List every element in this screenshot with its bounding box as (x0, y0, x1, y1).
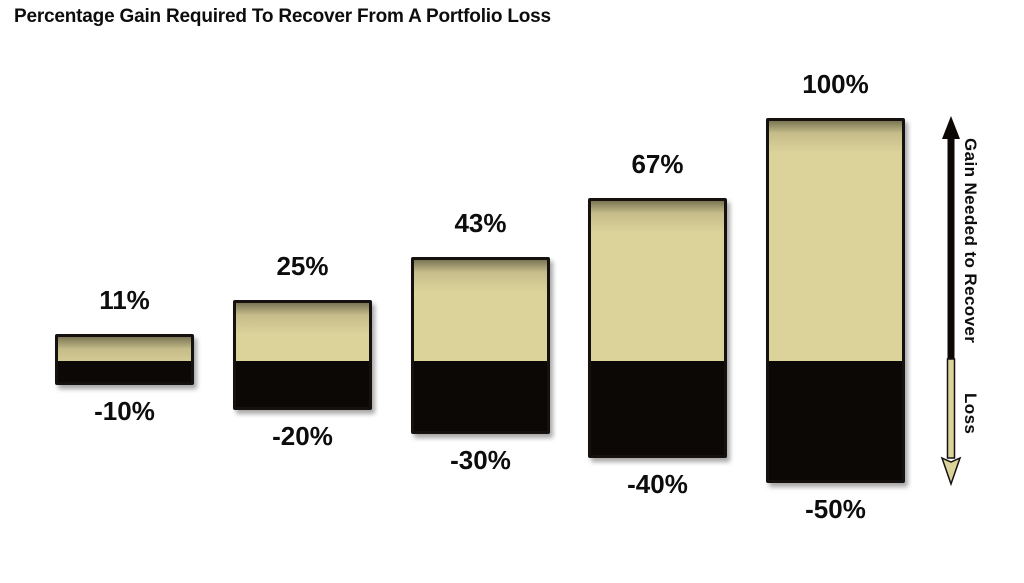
gain-value-label: 11% (99, 285, 150, 315)
loss-value-label: -30% (450, 445, 511, 475)
bar (411, 257, 550, 434)
bar (55, 334, 194, 385)
gain-value-label: 100% (802, 69, 869, 99)
loss-value-label: -50% (805, 494, 866, 524)
loss-segment (414, 361, 547, 431)
arrow-down-icon (940, 456, 962, 487)
loss-arrow-shaft (946, 358, 956, 459)
bar (766, 118, 905, 483)
gain-loss-axis-arrow (940, 116, 962, 487)
gain-axis-label: Gain Needed to Recover (961, 138, 980, 344)
gain-segment (58, 337, 191, 361)
gain-arrow-shaft (947, 135, 955, 359)
loss-segment (236, 361, 369, 407)
bar (588, 198, 727, 458)
loss-axis-label: Loss (961, 393, 980, 435)
gain-segment (591, 201, 724, 361)
gain-segment (769, 121, 902, 361)
arrow-up-icon (942, 116, 960, 139)
gain-value-label: 25% (276, 251, 329, 281)
loss-segment (769, 361, 902, 480)
gain-segment (236, 303, 369, 361)
loss-value-label: -40% (627, 469, 688, 499)
chart-title: Percentage Gain Required To Recover From… (14, 6, 551, 27)
gain-segment (414, 260, 547, 361)
loss-value-label: -20% (272, 421, 333, 451)
loss-segment (591, 361, 724, 455)
loss-value-label: -10% (94, 396, 155, 426)
gain-value-label: 43% (454, 208, 507, 238)
gain-value-label: 67% (631, 149, 684, 179)
loss-segment (58, 361, 191, 382)
bar (233, 300, 372, 410)
